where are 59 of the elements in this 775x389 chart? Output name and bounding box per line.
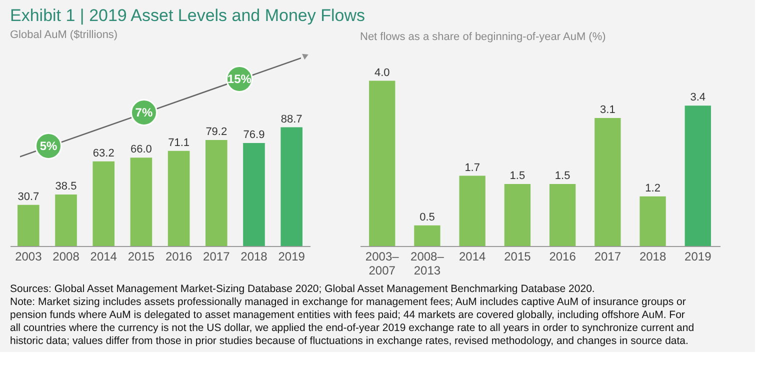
annotation: 5% [40,139,58,153]
x-tick-label: 2016 [165,250,192,264]
text: Note: Market sizing includes assets professionally managed in exchange for management fees; AuM includes captive AuM of insurance groups or [10,296,686,308]
data-label: 30.7 [18,190,40,203]
chart-subtitle: Global AuM ($trillions) [10,28,118,41]
data-label: 3.1 [600,104,616,116]
data-label: 4.0 [374,66,390,79]
x-tick-label: 2017 [594,250,622,264]
bar [684,106,711,246]
x-tick-label: 2014 [90,250,118,264]
data-label: 38.5 [55,180,77,192]
x-tick-label: 2019 [684,250,712,264]
x-tick-label: 2008 [52,250,80,264]
data-label: 63.2 [92,147,114,160]
x-tick-label: 2017 [203,250,230,264]
text: historic data; values differ from those in prior studies because of fluctuations in exchange rates, revised methodology, and changes in source data. [10,335,688,347]
chart-title: Net flows as a share of beginning-of-year AuM (%) [360,31,606,43]
x-tick-label: 2015 [504,250,532,264]
text: all countries where the currency is not the US dollar, we applied the end-of-year 2019 exchange rate to all years in order to synchronize current and [10,322,694,334]
data-label: 76.9 [243,129,265,142]
x-tick-label: 2014 [458,250,486,264]
bar [205,140,228,246]
data-label: 88.7 [280,113,302,126]
bar [414,225,440,246]
x-tick-label: 2016 [549,250,576,264]
text: pension funds where AuM is delegated to asset management entities with fees paid; 44 markets are covered globally, including offshore AuM. For [10,309,686,321]
x-tick-label: 2003–2007 [365,250,400,278]
bar [243,143,265,246]
source-note: Sources: Global Asset Management Market-Sizing Database 2020; Global Asset Management Benchmarking Database 2020. [10,283,595,295]
data-label: 1.7 [464,162,480,174]
bar [369,80,396,246]
data-label: 3.4 [690,92,706,104]
bar [92,161,115,246]
bar [18,204,40,246]
bar [55,194,77,246]
bar [549,184,576,246]
bar [280,127,302,246]
data-label: 1.2 [645,182,660,194]
bar [640,196,666,246]
bar [459,176,486,246]
data-label: 0.5 [420,211,435,224]
x-tick-label: 2008–2013 [410,250,444,278]
bar [130,158,152,246]
x-tick-label: 2018 [240,250,268,264]
bar [168,150,190,246]
bar [504,184,531,246]
data-label: 71.1 [168,136,190,149]
data-label: 1.5 [554,170,570,182]
x-tick-label: 2003 [15,250,42,264]
bar [594,118,621,246]
x-tick-label: 2019 [278,250,306,264]
data-label: 66.0 [130,144,152,156]
text: 7% [135,106,153,120]
text: 15% [227,72,252,86]
x-tick-label: 2018 [639,250,666,264]
x-tick-label: 2015 [128,250,155,264]
data-label: 79.2 [206,126,228,138]
data-label: 1.5 [510,170,526,182]
chart-title: Exhibit 1 | 2019 Asset Levels and Money Flows [10,6,365,25]
